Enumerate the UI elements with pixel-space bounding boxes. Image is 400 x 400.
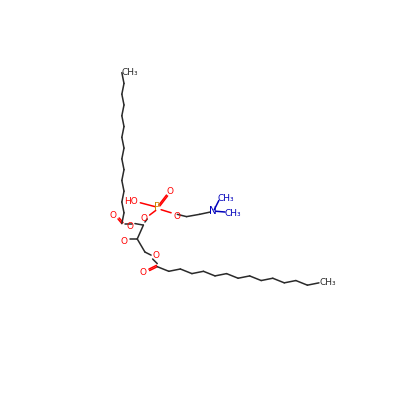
Text: CH₃: CH₃: [320, 278, 336, 287]
Text: O: O: [141, 214, 148, 224]
Text: O: O: [109, 211, 116, 220]
Text: HO: HO: [124, 197, 138, 206]
Text: P: P: [154, 202, 160, 212]
Text: CH₃: CH₃: [218, 194, 234, 203]
Text: O: O: [139, 268, 146, 276]
Text: CH₃: CH₃: [224, 209, 241, 218]
Text: N: N: [209, 206, 216, 216]
Text: O: O: [153, 252, 160, 260]
Text: O: O: [127, 222, 134, 231]
Text: O: O: [121, 237, 128, 246]
Text: O: O: [166, 188, 173, 196]
Text: CH₃: CH₃: [121, 68, 138, 77]
Text: O: O: [173, 212, 180, 221]
